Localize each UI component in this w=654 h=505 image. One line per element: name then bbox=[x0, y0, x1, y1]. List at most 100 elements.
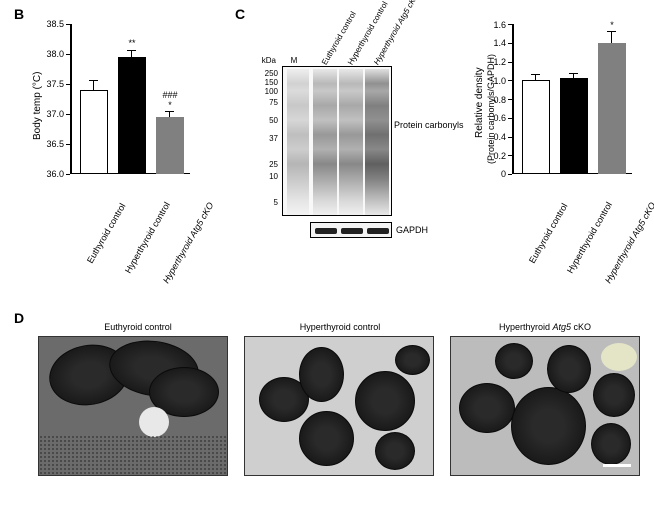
tick bbox=[508, 99, 512, 100]
bar-c-euthyroid bbox=[522, 80, 550, 174]
kda-label: kDa bbox=[252, 56, 276, 65]
lane-label-m: M bbox=[288, 56, 300, 65]
mw-75: 75 bbox=[256, 98, 278, 107]
mw-25: 25 bbox=[256, 160, 278, 169]
tick bbox=[66, 144, 70, 145]
tick bbox=[508, 24, 512, 25]
ytick-label: 37.0 bbox=[40, 109, 64, 119]
ytick-label: 1.4 bbox=[488, 38, 506, 48]
panel-b-chart: 38.5 38.0 37.5 37.0 36.5 36.0 ** ### * bbox=[70, 24, 190, 174]
mitochondrion bbox=[495, 343, 533, 379]
tick bbox=[66, 24, 70, 25]
panel-c-yaxis bbox=[512, 24, 514, 174]
xlabel-c-euthyroid: Euthyroid control bbox=[527, 202, 569, 265]
mitochondrion bbox=[355, 371, 415, 431]
tick bbox=[66, 84, 70, 85]
errorbar bbox=[131, 51, 132, 57]
ytick-label: 38.0 bbox=[40, 49, 64, 59]
tick bbox=[66, 174, 70, 175]
mitochondrion bbox=[459, 383, 515, 433]
panel-c-label: C bbox=[235, 6, 245, 22]
panel-b-yaxis bbox=[70, 24, 72, 174]
lane-marker bbox=[287, 69, 309, 215]
gapdh-band bbox=[315, 228, 337, 234]
errorbar-cap bbox=[569, 73, 578, 74]
tick bbox=[508, 43, 512, 44]
gapdh-label: GAPDH bbox=[396, 225, 428, 235]
panel-b-ylabel: Body temp (°C) bbox=[32, 72, 43, 140]
mw-37: 37 bbox=[256, 134, 278, 143]
mitochondrion bbox=[593, 373, 635, 417]
lane-euthyroid bbox=[313, 69, 337, 215]
em-image-euthyroid bbox=[38, 336, 228, 476]
western-blot-box bbox=[282, 66, 392, 216]
tick bbox=[508, 118, 512, 119]
ytick-label: 36.5 bbox=[40, 139, 64, 149]
mw-100: 100 bbox=[256, 87, 278, 96]
errorbar bbox=[535, 74, 536, 80]
mitochondrion bbox=[591, 423, 631, 465]
errorbar bbox=[573, 73, 574, 78]
errorbar bbox=[93, 81, 94, 90]
em-image-hyper-atg5 bbox=[450, 336, 640, 476]
xlabel-hyper-atg5: Hyperthyroid Atg5 cKO bbox=[161, 201, 216, 285]
em-title-1: Euthyroid control bbox=[48, 322, 228, 332]
em-title-2: Hyperthyroid control bbox=[250, 322, 430, 332]
lane-hyperthyroid bbox=[339, 69, 363, 215]
panel-b-label: B bbox=[14, 6, 24, 22]
sig-marker: * bbox=[158, 100, 182, 110]
panel-c-ylabel1: Relative density bbox=[474, 67, 485, 138]
sig-marker: ### bbox=[158, 91, 182, 100]
gapdh-band bbox=[341, 228, 363, 234]
gapdh-box bbox=[310, 222, 392, 238]
mw-150: 150 bbox=[256, 78, 278, 87]
tick bbox=[508, 80, 512, 81]
sig-marker: * bbox=[604, 20, 620, 30]
em-image-hyperthyroid bbox=[244, 336, 434, 476]
glycogen-granules bbox=[39, 435, 228, 475]
scale-bar bbox=[603, 464, 631, 467]
bar-euthyroid bbox=[80, 90, 108, 174]
panel-d-label: D bbox=[14, 310, 24, 326]
bar-c-hyperthyroid bbox=[560, 78, 588, 174]
tick bbox=[66, 54, 70, 55]
errorbar bbox=[611, 32, 612, 43]
tick bbox=[508, 155, 512, 156]
blot-label-protein-carbonyls: Protein carbonyls bbox=[394, 120, 464, 130]
xlabel-hyperthyroid: Hyperthyroid control bbox=[123, 200, 172, 275]
errorbar-cap bbox=[165, 111, 174, 112]
bar-hyperthyroid bbox=[118, 57, 146, 174]
gapdh-band bbox=[367, 228, 389, 234]
errorbar bbox=[169, 112, 170, 117]
errorbar-cap bbox=[607, 31, 616, 32]
vesicle bbox=[139, 407, 169, 437]
errorbar-cap bbox=[127, 50, 136, 51]
mw-5: 5 bbox=[256, 198, 278, 207]
xlabel-c-hyperthyroid: Hyperthyroid control bbox=[565, 200, 614, 275]
mw-250: 250 bbox=[256, 69, 278, 78]
bar-hyper-atg5 bbox=[156, 117, 184, 174]
mw-50: 50 bbox=[256, 116, 278, 125]
xlabel-c-hyper-atg5: Hyperthyroid Atg5 cKO bbox=[603, 201, 654, 285]
errorbar-cap bbox=[531, 74, 540, 75]
tick bbox=[508, 137, 512, 138]
lane-hyper-atg5 bbox=[365, 69, 389, 215]
mitochondrion bbox=[375, 432, 415, 470]
lipid-droplet bbox=[601, 343, 637, 371]
tick bbox=[66, 114, 70, 115]
tick bbox=[508, 174, 512, 175]
ytick-label: 0 bbox=[488, 169, 506, 179]
ytick-label: 1.6 bbox=[488, 20, 506, 30]
panel-c-ylabel2: (Protein carbonyls/GAPDH) bbox=[486, 54, 496, 164]
mitochondrion bbox=[299, 347, 344, 402]
em-title-3: Hyperthyroid Atg5 cKO bbox=[450, 322, 640, 332]
ytick-label: 38.5 bbox=[40, 19, 64, 29]
panel-c-chart: 1.6 1.4 1.2 1.0 0.8 0.6 0.4 0.2 0 * bbox=[512, 24, 632, 174]
tick bbox=[508, 62, 512, 63]
ytick-label: 36.0 bbox=[40, 169, 64, 179]
mitochondrion bbox=[299, 411, 354, 466]
mw-10: 10 bbox=[256, 172, 278, 181]
errorbar-cap bbox=[89, 80, 98, 81]
xlabel-euthyroid: Euthyroid control bbox=[85, 202, 127, 265]
ytick-label: 37.5 bbox=[40, 79, 64, 89]
